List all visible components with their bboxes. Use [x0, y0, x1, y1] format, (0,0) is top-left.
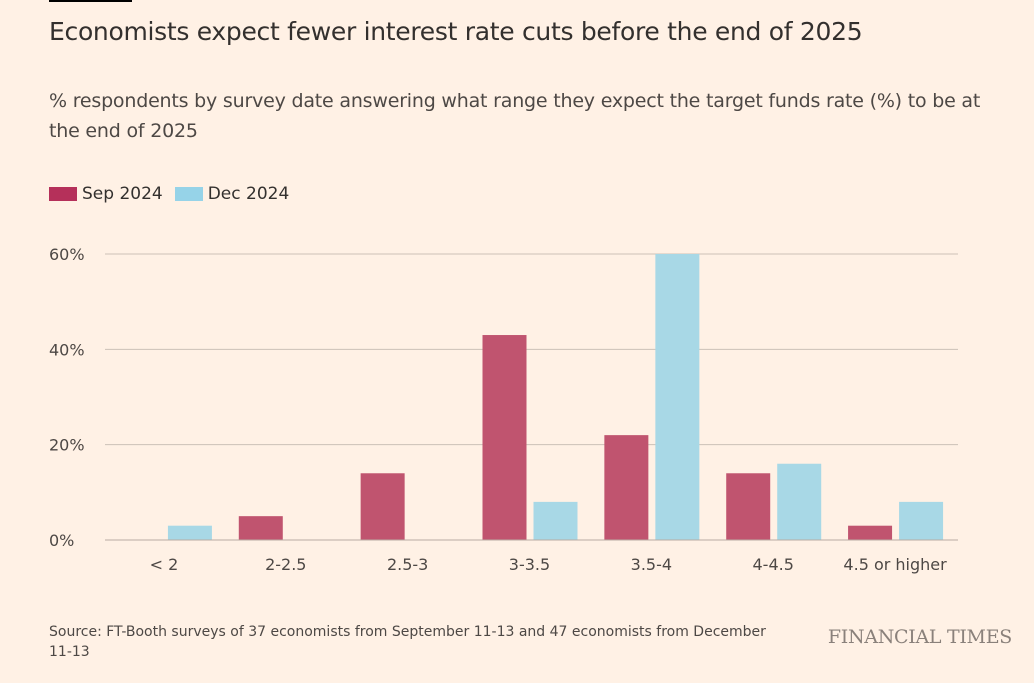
bar-sep	[238, 516, 283, 540]
legend-swatch-dec	[174, 187, 203, 201]
legend-swatch-sep	[49, 187, 77, 201]
y-tick-label: 60%	[49, 245, 85, 264]
chart-title: Economists expect fewer interest rate cu…	[49, 17, 863, 46]
bar-sep	[360, 473, 405, 540]
y-tick-label: 40%	[49, 340, 85, 359]
y-tick-label: 0%	[49, 531, 74, 550]
x-tick-label: 3.5-4	[631, 555, 672, 574]
top-accent-bar	[49, 0, 132, 2]
y-tick-label: 20%	[49, 436, 85, 455]
x-tick-label: 4-4.5	[753, 555, 794, 574]
chart-subtitle: % respondents by survey date answering w…	[49, 90, 981, 142]
legend-item-dec: Dec 2024	[174, 184, 290, 204]
source-note: Source: FT-Booth surveys of 37 economist…	[49, 624, 766, 660]
bar-sep	[604, 435, 649, 540]
ft-logo: FINANCIAL TIMES	[827, 626, 1012, 648]
legend-label-sep: Sep 2024	[82, 184, 163, 204]
bar-dec	[533, 501, 578, 540]
legend: Sep 2024 Dec 2024	[49, 184, 301, 204]
bar-sep	[726, 473, 771, 540]
bar-dec	[899, 501, 944, 540]
bar-dec	[167, 525, 212, 540]
legend-label-dec: Dec 2024	[207, 184, 290, 204]
x-tick-label: 3-3.5	[509, 555, 550, 574]
x-tick-label: 2-2.5	[265, 555, 306, 574]
legend-item-sep: Sep 2024	[49, 184, 163, 204]
bar-sep	[848, 525, 893, 540]
bar-dec	[777, 463, 822, 540]
x-tick-label: 4.5 or higher	[843, 555, 947, 574]
bar-dec	[655, 254, 700, 540]
bar-sep	[482, 335, 527, 540]
x-tick-label: < 2	[150, 555, 179, 574]
x-tick-label: 2.5-3	[387, 555, 428, 574]
